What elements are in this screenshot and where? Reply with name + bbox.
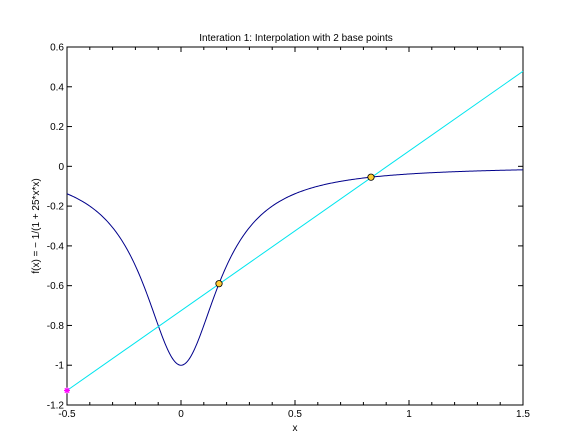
interpolation-line [66,70,524,391]
y-axis-label: f(x) = − 1/(1 + 25*x*x) [31,178,42,273]
y-tick-label: -0.8 [47,321,65,332]
base-point [367,173,375,181]
y-tick-label: -1.2 [47,401,65,412]
y-tick-label: 0.2 [50,122,64,133]
x-tick-label: 1.5 [516,409,530,420]
base-point [215,280,223,288]
y-tick-label: 0.6 [50,43,64,54]
start-marker [64,387,70,394]
y-tick-label: -0.4 [47,241,65,252]
chart-title: Interation 1: Interpolation with 2 base … [199,33,392,44]
x-tick-label: 0 [178,409,184,420]
y-tick-label: -0.2 [47,202,65,213]
x-tick-label: 0.5 [288,409,302,420]
function-curve [66,169,524,366]
y-tick-label: 0 [58,162,64,173]
y-tick-label: -0.6 [47,281,65,292]
y-tick-label: -1 [55,361,64,372]
base-points-layer [64,173,375,394]
start-marker-stroke [64,387,70,394]
axis-tick-labels: -0.5 0 0.5 1 1.5 -1.2 -1 -0.8 -0.6 -0.4 -0.2 0 0.2 0.… [47,43,531,421]
x-tick-label: 1 [406,409,412,420]
axis-ticks [66,46,524,406]
series-layer [66,70,524,391]
x-axis-label: x [293,423,298,434]
x-tick-label: -0.5 [58,409,76,420]
y-tick-label: 0.4 [50,82,64,93]
